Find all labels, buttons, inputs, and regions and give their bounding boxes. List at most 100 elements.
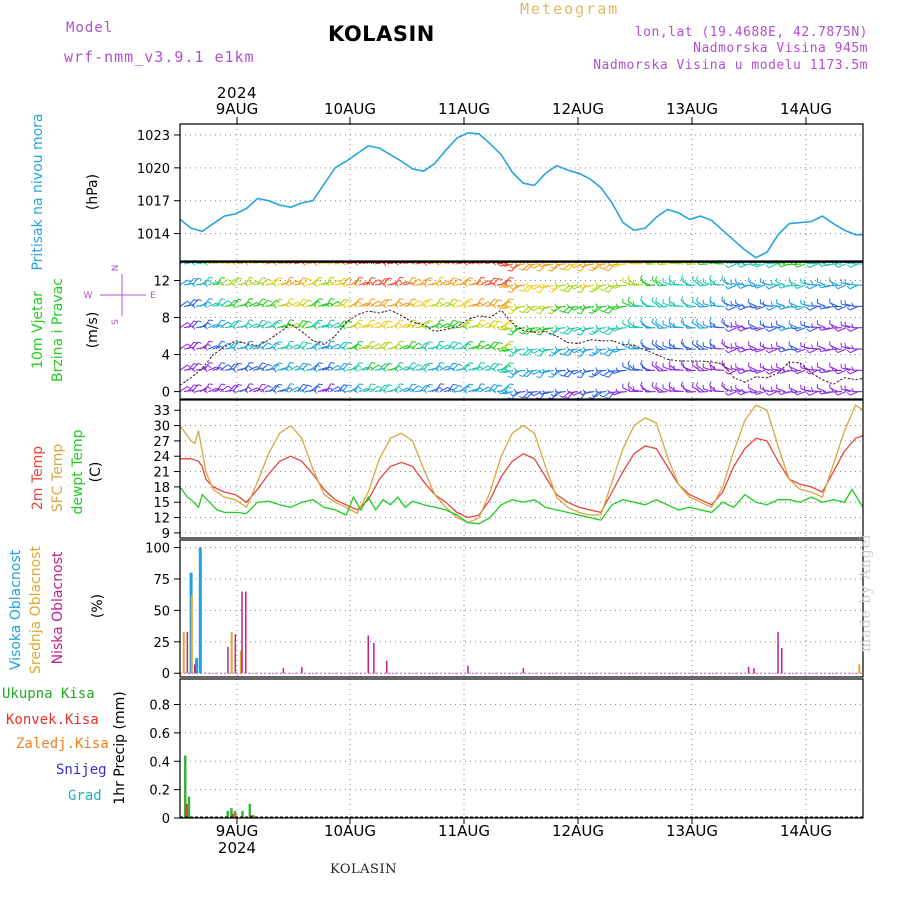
wind-barb-flag <box>721 360 724 365</box>
wind-barb-flag <box>818 284 822 289</box>
wind-barb-flag <box>793 327 798 332</box>
wind-barb-flag <box>458 342 463 345</box>
wind-barb <box>325 362 332 371</box>
wind-barb-flag <box>691 382 694 387</box>
wind-barb <box>573 263 583 269</box>
wind-barb <box>544 263 554 267</box>
wind-barb <box>435 383 441 392</box>
wind-barb-flag <box>497 283 501 288</box>
wind-barb-flag <box>753 263 757 268</box>
wind-barb-flag <box>307 384 312 388</box>
wind-barb <box>792 327 802 330</box>
wind-barb-flag <box>753 391 757 395</box>
wind-barb <box>411 385 419 393</box>
wind-barb-flag <box>357 385 362 390</box>
wind-barb <box>468 282 478 286</box>
wind-barb <box>321 345 331 350</box>
wind-barb <box>796 391 806 396</box>
wind-barb <box>817 281 826 286</box>
wind-barb <box>406 362 413 371</box>
wind-barb <box>592 306 599 314</box>
wind-barb <box>406 341 413 350</box>
wind-barb <box>187 262 191 265</box>
wind-barb-flag <box>428 298 433 301</box>
wind-barb-flag <box>834 328 839 332</box>
wind-barb <box>792 391 802 394</box>
wind-barb <box>804 346 814 350</box>
wind-barb <box>406 383 413 392</box>
wind-barb <box>476 277 482 286</box>
wind-barb-flag <box>709 322 712 327</box>
wind-barb-flag <box>348 341 353 345</box>
wind-barb <box>321 302 331 307</box>
wind-barb-flag <box>811 365 814 370</box>
wind-barb <box>544 348 554 352</box>
wind-barb-flag <box>591 266 596 270</box>
wind-barb-flag <box>523 395 528 399</box>
wind-barb-flag <box>550 329 555 334</box>
wind-barb <box>313 277 320 286</box>
wind-barb-flag <box>439 365 444 370</box>
wind-barb-flag <box>550 266 555 270</box>
wind-barb <box>841 388 851 393</box>
wind-barb <box>341 320 349 329</box>
wind-barb-flag <box>398 343 403 348</box>
wind-barb-flag <box>753 369 757 374</box>
wind-barb <box>597 327 607 330</box>
wind-barb <box>329 322 339 329</box>
wind-label-2: Brzina i Pravac <box>50 278 66 382</box>
wind-barb-flag <box>357 279 362 283</box>
wind-barb <box>180 322 188 329</box>
wind-barb-flag <box>559 309 564 313</box>
cloud-low-bar <box>777 631 779 674</box>
wind-barb <box>841 303 851 307</box>
wind-barb <box>406 298 413 307</box>
wind-barb-flag <box>749 389 753 394</box>
wind-barb <box>544 305 554 310</box>
wind-barb-flag <box>566 282 570 287</box>
wind-barb-flag <box>730 343 733 348</box>
wind-barb <box>723 387 733 393</box>
wind-barb-flag <box>542 304 546 309</box>
wind-barb <box>500 348 510 352</box>
y-tick-label: 9 <box>162 527 170 542</box>
wind-barb-flag <box>830 281 834 286</box>
wind-barb <box>370 321 379 329</box>
wind-barb <box>817 387 826 393</box>
wind-barb-flag <box>640 296 643 301</box>
wind-barb-flag <box>730 385 733 390</box>
wind-barb-flag <box>348 257 352 258</box>
cloud-low-bar <box>753 668 755 674</box>
cloud-high-label: Visoka Oblacnost <box>8 549 24 670</box>
wind-barb-flag <box>588 375 593 378</box>
wind-barb-flag <box>790 282 793 287</box>
wind-barb-flag <box>818 262 822 267</box>
wind-barb <box>658 327 668 329</box>
wind-barb-flag <box>806 264 810 268</box>
wind-barb <box>325 383 332 392</box>
wind-barb <box>180 300 188 307</box>
wind-barb-flag <box>564 396 569 399</box>
wind-barb-flag <box>388 384 393 387</box>
wind-barb <box>317 281 327 286</box>
wind-barb <box>366 298 372 307</box>
wind-barb-flag <box>439 323 444 327</box>
wind-barb-flag <box>770 301 773 306</box>
wind-barb <box>289 386 298 393</box>
wind-barb-flag <box>267 385 272 388</box>
wind-barb <box>337 299 345 307</box>
wind-barb-flag <box>548 312 553 315</box>
wind-barb <box>533 327 542 333</box>
wind-barb <box>756 263 765 268</box>
wind-barb <box>642 282 652 286</box>
wind-barb-flag <box>668 301 671 306</box>
wind-barb-flag <box>632 343 635 348</box>
wind-barb <box>849 348 859 354</box>
wind-barb-flag <box>480 362 485 364</box>
wind-barb-flag <box>249 298 254 300</box>
wind-barb <box>504 369 514 374</box>
wind-barb-flag <box>615 345 619 351</box>
wind-barb <box>569 391 579 394</box>
wind-barb-flag <box>330 276 335 279</box>
